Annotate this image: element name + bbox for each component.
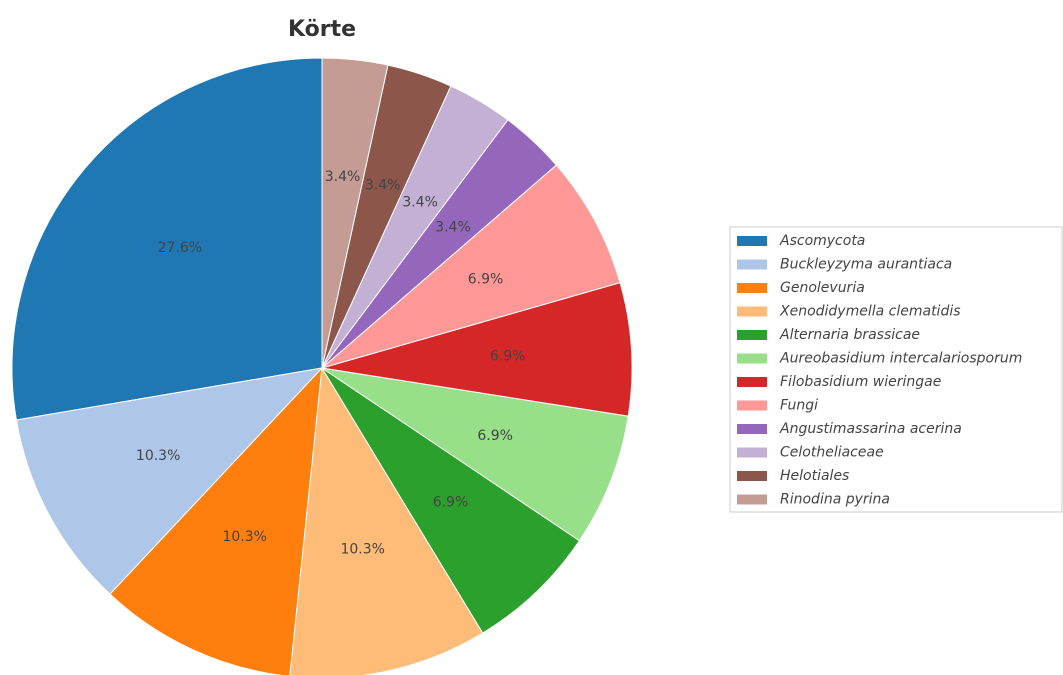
slice-label: 6.9% bbox=[433, 494, 469, 510]
slice-label: 3.4% bbox=[435, 219, 471, 235]
pie-slice bbox=[321, 282, 633, 417]
slice-label: 3.4% bbox=[325, 169, 361, 185]
legend-label: Filobasidium wieringae bbox=[780, 374, 941, 390]
legend-label: Genolevuria bbox=[780, 280, 865, 296]
legend-swatch bbox=[737, 236, 767, 246]
slice-label: 3.4% bbox=[402, 195, 438, 211]
legend-label: Fungi bbox=[780, 398, 818, 414]
legend-swatch bbox=[737, 377, 767, 387]
slice-label: 10.3% bbox=[340, 541, 384, 557]
legend-swatch bbox=[737, 447, 767, 458]
legend-label: Angustimassarina acerina bbox=[779, 421, 962, 437]
legend-swatch bbox=[737, 259, 767, 270]
legend-swatch bbox=[737, 306, 767, 317]
legend-label: Xenodidymella clematidis bbox=[779, 304, 961, 320]
legend-label: Aureobasidium intercalariosporum bbox=[779, 351, 1022, 367]
slice-label: 27.6% bbox=[158, 240, 202, 256]
legend-label: Alternaria brassicae bbox=[779, 327, 920, 343]
legend-label: Helotiales bbox=[780, 468, 849, 484]
pie-slice bbox=[321, 367, 581, 634]
legend-swatch bbox=[737, 353, 767, 364]
pie-slice bbox=[321, 367, 629, 542]
legend-swatch bbox=[737, 283, 767, 293]
slice-label: 6.9% bbox=[490, 349, 526, 365]
pie-slice bbox=[11, 57, 323, 421]
slice-label: 6.9% bbox=[477, 428, 513, 444]
legend-swatch bbox=[737, 471, 767, 481]
legend-swatch bbox=[737, 424, 767, 434]
slice-label: 6.9% bbox=[468, 271, 504, 287]
slice-label: 10.3% bbox=[136, 448, 180, 464]
legend-swatch bbox=[737, 330, 767, 340]
slice-label: 10.3% bbox=[222, 529, 266, 545]
legend-box bbox=[729, 226, 1063, 513]
chart-title: Körte bbox=[288, 17, 356, 42]
pie-slice bbox=[321, 164, 621, 369]
legend-label: Buckleyzyma aurantiaca bbox=[780, 257, 952, 273]
pie-slice bbox=[321, 57, 389, 369]
pie-slice bbox=[15, 367, 324, 595]
slice-label: 3.4% bbox=[365, 178, 401, 194]
legend-swatch bbox=[737, 494, 767, 505]
legend-label: Rinodina pyrina bbox=[780, 492, 890, 508]
legend-label: Celotheliaceae bbox=[780, 445, 884, 461]
pie-slice bbox=[289, 366, 484, 675]
legend-swatch bbox=[737, 400, 767, 411]
legend-label: Ascomycota bbox=[779, 233, 865, 249]
